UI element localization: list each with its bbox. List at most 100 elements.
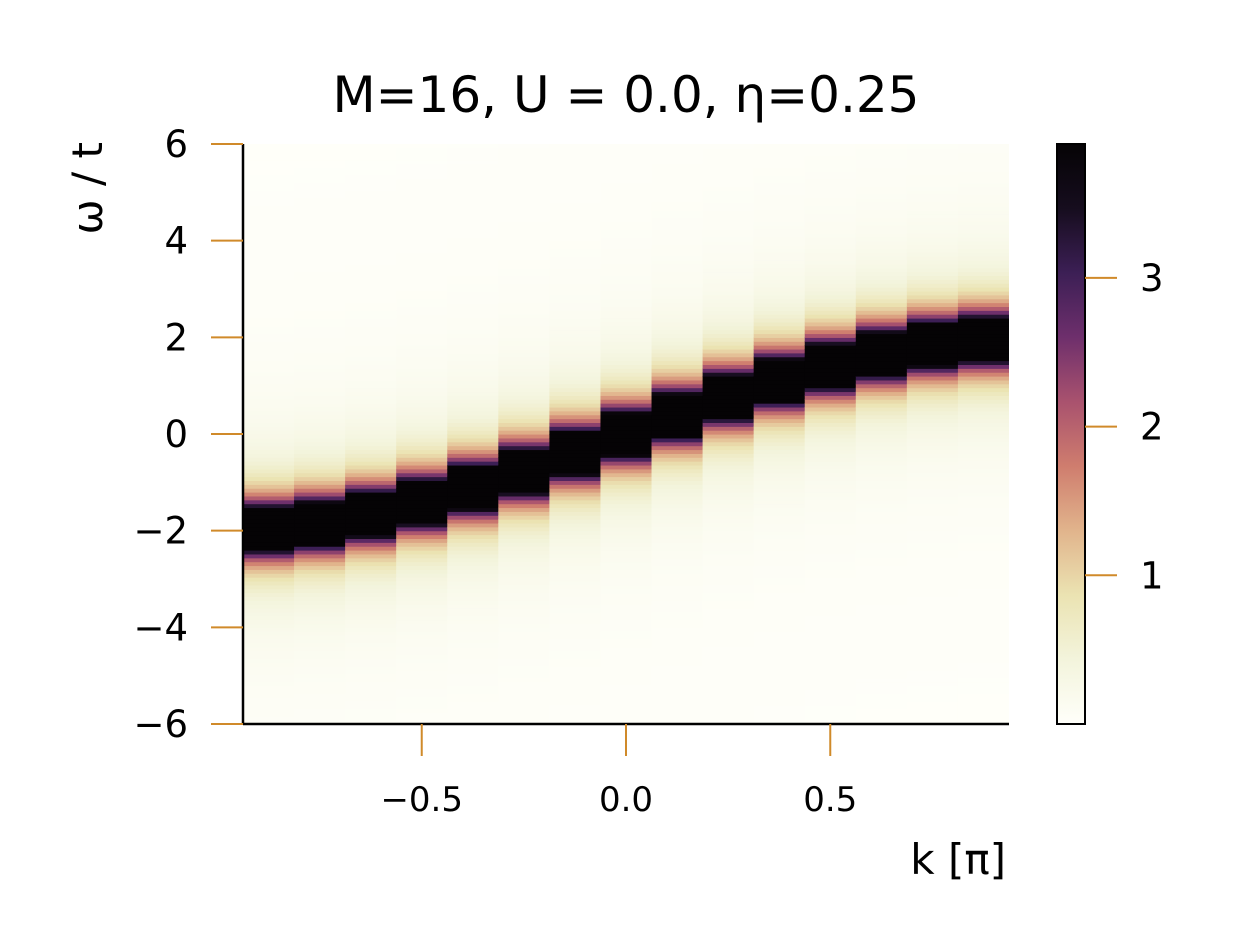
- heatmap-cell: [753, 499, 806, 505]
- heatmap-cell: [651, 337, 704, 342]
- heatmap-cell: [396, 221, 448, 226]
- heatmap-cell: [600, 580, 653, 586]
- heatmap-cell: [600, 271, 653, 277]
- heatmap-cell: [702, 623, 755, 628]
- heatmap-cell: [498, 704, 550, 710]
- heatmap-cell: [549, 321, 602, 327]
- heatmap-cell: [753, 372, 806, 377]
- heatmap-cell: [906, 588, 959, 594]
- heatmap-cell: [906, 263, 959, 269]
- heatmap-cell: [498, 213, 550, 219]
- heatmap-cell: [753, 403, 806, 408]
- heatmap-cell: [855, 600, 908, 605]
- heatmap-cell: [549, 314, 602, 319]
- heatmap-cell: [549, 573, 602, 578]
- heatmap-cell: [549, 584, 602, 590]
- heatmap-cell: [447, 372, 499, 377]
- heatmap-cell: [294, 406, 346, 412]
- heatmap-cell: [804, 584, 857, 590]
- heatmap-cell: [294, 279, 346, 284]
- heatmap-cell: [651, 306, 704, 311]
- heatmap-cell: [804, 356, 857, 362]
- heatmap-cell: [753, 155, 806, 161]
- heatmap-cell: [243, 534, 295, 539]
- heatmap-cell: [804, 673, 857, 679]
- heatmap-cell: [396, 345, 448, 350]
- heatmap-cell: [906, 592, 959, 597]
- heatmap-cell: [498, 666, 550, 671]
- heatmap-cell: [753, 538, 806, 543]
- heatmap-cell: [804, 561, 857, 567]
- heatmap-cell: [957, 383, 1009, 389]
- heatmap-cell: [804, 198, 857, 203]
- y-tick-label: 0: [164, 413, 188, 456]
- heatmap-cell: [396, 387, 448, 393]
- heatmap-cell: [753, 449, 806, 454]
- heatmap-column: [804, 144, 857, 724]
- heatmap-cell: [753, 345, 806, 350]
- heatmap-cell: [651, 418, 704, 423]
- heatmap-cell: [855, 472, 908, 478]
- heatmap-cell: [906, 229, 959, 234]
- heatmap-cell: [702, 302, 755, 307]
- heatmap-cell: [804, 263, 857, 269]
- heatmap-cell: [804, 283, 857, 288]
- heatmap-cell: [498, 279, 550, 284]
- heatmap-cell: [753, 604, 806, 609]
- heatmap-cell: [600, 522, 653, 528]
- heatmap-cell: [600, 217, 653, 222]
- heatmap-cell: [600, 546, 653, 551]
- heatmap-cell: [753, 430, 806, 435]
- heatmap-cell: [753, 236, 806, 242]
- heatmap-cell: [447, 236, 499, 242]
- heatmap-cell: [651, 457, 704, 462]
- heatmap-cell: [702, 387, 755, 393]
- heatmap-cell: [396, 662, 448, 667]
- heatmap-cell: [498, 522, 550, 528]
- heatmap-cell: [498, 654, 550, 659]
- heatmap-cell: [396, 453, 448, 458]
- heatmap-cell: [498, 712, 550, 717]
- heatmap-cell: [345, 658, 397, 663]
- heatmap-cell: [957, 693, 1009, 698]
- heatmap-cell: [498, 619, 550, 625]
- heatmap-cell: [447, 232, 499, 238]
- heatmap-cell: [600, 569, 653, 574]
- heatmap-cell: [753, 271, 806, 277]
- heatmap-cell: [294, 430, 346, 435]
- heatmap-cell: [549, 372, 602, 377]
- heatmap-cell: [600, 693, 653, 698]
- heatmap-cell: [855, 229, 908, 234]
- heatmap-cell: [702, 464, 755, 470]
- heatmap-cell: [957, 437, 1009, 443]
- heatmap-cell: [651, 441, 704, 447]
- heatmap-cell: [804, 588, 857, 594]
- heatmap-cell: [753, 167, 806, 172]
- heatmap-cell: [804, 348, 857, 354]
- heatmap-cell: [447, 480, 499, 485]
- heatmap-cell: [651, 542, 704, 547]
- heatmap-cell: [447, 693, 499, 698]
- heatmap-cell: [651, 290, 704, 296]
- heatmap-cell: [957, 538, 1009, 543]
- heatmap-cell: [600, 182, 653, 188]
- heatmap-cell: [651, 445, 704, 451]
- heatmap-cell: [702, 673, 755, 679]
- heatmap-cell: [906, 163, 959, 168]
- heatmap-cell: [855, 256, 908, 261]
- heatmap-cell: [753, 550, 806, 555]
- heatmap-cell: [447, 167, 499, 172]
- heatmap-cell: [804, 221, 857, 226]
- heatmap-cell: [345, 260, 397, 265]
- heatmap-cell: [345, 256, 397, 261]
- heatmap-cell: [447, 650, 499, 655]
- heatmap-cell: [753, 666, 806, 671]
- heatmap-cell: [549, 472, 602, 478]
- heatmap-cell: [702, 252, 755, 257]
- heatmap-cell: [855, 693, 908, 698]
- heatmap-cell: [906, 681, 959, 686]
- heatmap-cell: [702, 198, 755, 203]
- heatmap-cell: [549, 708, 602, 713]
- heatmap-cell: [243, 194, 295, 199]
- heatmap-cell: [855, 406, 908, 412]
